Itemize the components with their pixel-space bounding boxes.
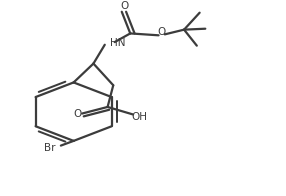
Text: O: O [120,1,128,11]
Text: HN: HN [110,38,125,48]
Text: Br: Br [44,143,55,153]
Text: O: O [74,110,82,120]
Text: O: O [158,27,166,37]
Text: OH: OH [131,112,147,122]
